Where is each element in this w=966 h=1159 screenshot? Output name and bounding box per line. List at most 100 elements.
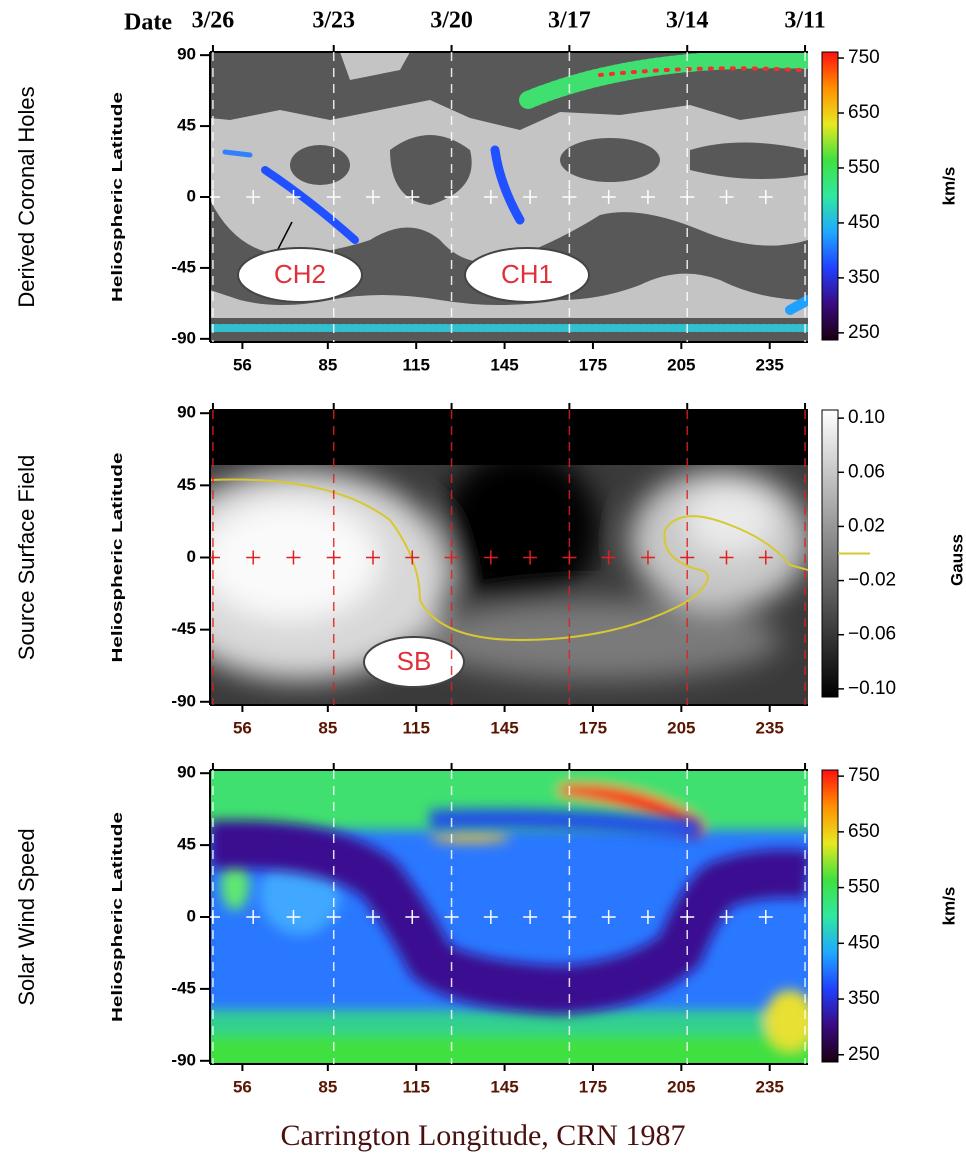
x-tick-label: 145 xyxy=(490,1077,518,1096)
panel-title: Solar Wind Speed xyxy=(14,828,39,1005)
day-cross xyxy=(758,910,773,924)
annotation: CH1 xyxy=(501,259,553,289)
y-tick-label: 90 xyxy=(177,403,196,422)
day-cross xyxy=(246,550,261,565)
day-cross xyxy=(680,190,695,204)
day-cross xyxy=(601,190,616,204)
x-tick-label: 235 xyxy=(756,355,784,374)
day-cross xyxy=(523,550,538,565)
colorbar-tick-label: 250 xyxy=(848,322,880,343)
wind-speed-map xyxy=(210,770,808,1064)
date-tick-label: 3/11 xyxy=(784,8,825,34)
day-cross xyxy=(286,910,301,924)
y-axis-title: Heliospheric Latitude xyxy=(109,453,126,663)
day-cross xyxy=(562,910,577,924)
colorbar xyxy=(821,409,839,698)
y-tick-label: -45 xyxy=(171,619,196,638)
x-tick-label: 56 xyxy=(233,1077,252,1096)
x-tick-label: 205 xyxy=(667,718,695,737)
colorbar-title: Gauss xyxy=(947,534,966,586)
x-tick-label: 85 xyxy=(318,1077,337,1096)
source-field-map xyxy=(210,410,808,705)
day-cross xyxy=(640,190,655,204)
panel-title: Source Surface Field xyxy=(14,455,39,660)
y-tick-label: 90 xyxy=(177,45,196,64)
day-cross xyxy=(444,910,459,924)
day-cross xyxy=(601,550,616,565)
colorbar-tick-label: 450 xyxy=(848,212,880,233)
x-tick-label: 56 xyxy=(233,355,252,374)
date-tick-label: 3/23 xyxy=(312,8,355,34)
colorbar-tick-label: 350 xyxy=(848,267,880,288)
day-cross xyxy=(719,910,734,924)
day-cross xyxy=(366,190,381,204)
colorbar-tick-label: 0.06 xyxy=(848,461,885,482)
day-cross xyxy=(246,190,261,204)
y-axis-title: Heliospheric Latitude xyxy=(109,812,126,1022)
colorbar-tick-label: 550 xyxy=(848,157,880,178)
day-cross xyxy=(286,550,301,565)
coronal-hole-map xyxy=(210,52,808,342)
colorbar xyxy=(821,51,839,341)
date-tick-label: 3/14 xyxy=(666,8,709,34)
day-cross xyxy=(483,190,498,204)
day-cross xyxy=(326,910,341,924)
x-tick-label: 115 xyxy=(402,1077,429,1096)
x-tick-label: 175 xyxy=(579,718,607,737)
day-cross xyxy=(444,190,459,204)
day-cross xyxy=(366,910,381,924)
x-tick-label: 85 xyxy=(318,718,337,737)
day-cross xyxy=(640,910,655,924)
x-tick-label: 175 xyxy=(579,1077,607,1096)
day-cross xyxy=(523,190,538,204)
y-tick-label: 45 xyxy=(177,835,196,854)
x-tick-label: 145 xyxy=(490,355,518,374)
x-tick-label: 145 xyxy=(490,718,518,737)
day-cross xyxy=(286,190,301,204)
date-axis-label: Date xyxy=(124,10,172,36)
annotation: CH2 xyxy=(274,259,326,289)
day-cross xyxy=(758,190,773,204)
day-cross xyxy=(444,550,459,565)
x-tick-label: 115 xyxy=(402,718,429,737)
day-cross xyxy=(680,550,695,565)
y-axis-title: Heliospheric Latitude xyxy=(109,92,126,302)
colorbar-tick-label: −0.10 xyxy=(848,678,896,699)
day-cross xyxy=(562,190,577,204)
x-tick-label: 85 xyxy=(318,355,337,374)
y-tick-label: -45 xyxy=(171,257,196,276)
colorbar-tick-label: 0.02 xyxy=(848,515,885,536)
day-cross xyxy=(719,190,734,204)
colorbar-tick-label: −0.06 xyxy=(848,624,896,645)
day-cross xyxy=(640,550,655,565)
day-cross xyxy=(562,550,577,565)
y-tick-label: -90 xyxy=(171,328,196,347)
day-cross xyxy=(601,910,616,924)
day-cross xyxy=(405,550,420,565)
y-tick-label: 45 xyxy=(177,116,196,135)
day-cross xyxy=(405,190,420,204)
colorbar-tick-label: 650 xyxy=(848,102,880,123)
y-tick-label: 90 xyxy=(177,763,196,782)
date-tick-label: 3/17 xyxy=(548,8,591,34)
x-axis-title: Carrington Longitude, CRN 1987 xyxy=(281,1119,686,1152)
day-cross xyxy=(758,550,773,565)
date-tick-label: 3/20 xyxy=(430,8,473,34)
colorbar-tick-label: 550 xyxy=(848,877,880,898)
y-tick-label: -90 xyxy=(171,1050,196,1069)
x-tick-label: 205 xyxy=(667,355,695,374)
day-cross xyxy=(483,550,498,565)
day-cross xyxy=(680,910,695,924)
y-tick-label: -45 xyxy=(171,978,196,997)
x-tick-label: 205 xyxy=(667,1077,695,1096)
colorbar-tick-label: 0.10 xyxy=(848,407,885,428)
y-tick-label: 0 xyxy=(187,906,196,925)
y-tick-label: -90 xyxy=(171,691,196,710)
colorbar-tick-label: 750 xyxy=(848,765,880,786)
y-tick-label: 0 xyxy=(187,186,196,205)
colorbar xyxy=(821,769,839,1063)
day-cross xyxy=(326,550,341,565)
x-tick-label: 115 xyxy=(402,355,429,374)
y-tick-label: 45 xyxy=(177,475,196,494)
